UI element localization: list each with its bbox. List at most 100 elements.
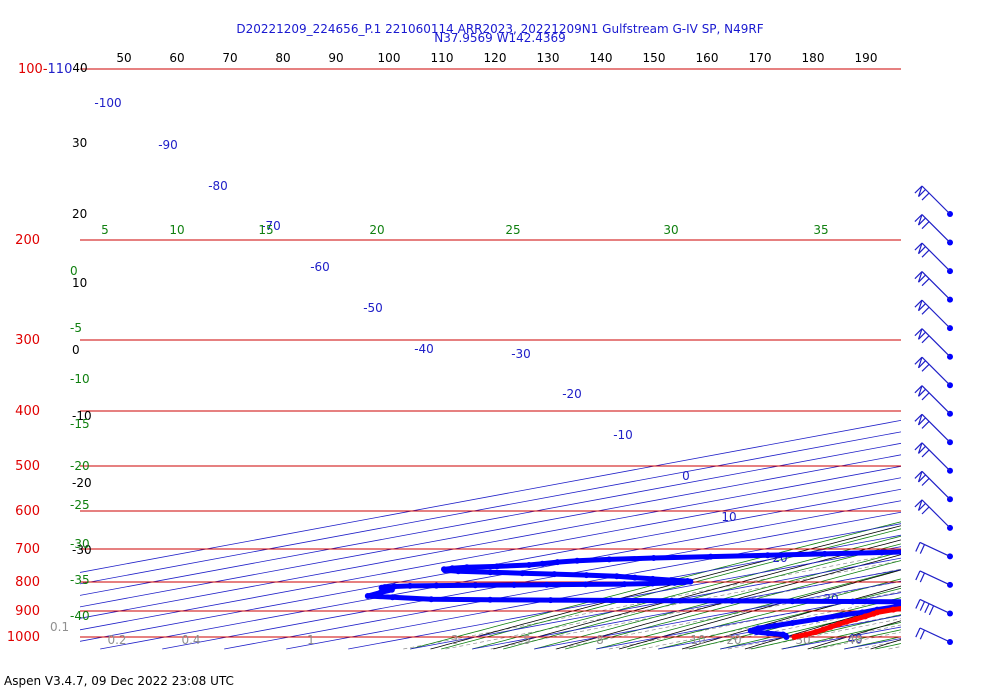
- dewpoint-point: [511, 582, 518, 588]
- dewpoint-point: [764, 552, 771, 559]
- dewpoint-point: [554, 559, 561, 566]
- wind-barb: [914, 442, 953, 474]
- moist-adiabat-label: 35: [813, 223, 828, 237]
- isotherm-label: -90: [158, 138, 178, 152]
- dewpoint-point: [849, 598, 856, 605]
- moist-adiabat-line: [875, 643, 901, 650]
- isotherm-label: -50: [363, 301, 383, 315]
- dewpoint-point: [789, 620, 796, 626]
- theta-left-label: 10: [72, 276, 87, 290]
- moist-adiabat-label: 20: [369, 223, 384, 237]
- wind-barb: [914, 214, 953, 246]
- dewpoint-point: [543, 581, 550, 588]
- mixing-ratio-line: [608, 591, 901, 650]
- theta-label: 130: [537, 51, 560, 65]
- dewpoint-point: [463, 564, 470, 571]
- moist-adiabat-label: -25: [70, 498, 90, 512]
- dewpoint-point: [519, 570, 526, 577]
- dewpoint-point: [728, 597, 735, 604]
- theta-label: 180: [802, 51, 825, 65]
- moist-adiabat-label: 10: [169, 223, 184, 237]
- moist-adiabat-line: [906, 169, 1000, 649]
- theta-label: 170: [749, 51, 772, 65]
- temperature-point: [843, 618, 850, 625]
- theta-label: 70: [222, 51, 237, 65]
- mixing-ratio-line: [641, 597, 901, 650]
- wind-barb: [914, 385, 953, 417]
- isotherm-line: [906, 56, 1000, 649]
- wind-barb: [914, 413, 953, 446]
- theta-label: 100: [378, 51, 401, 65]
- dewpoint-point: [547, 597, 554, 604]
- chart-title: D20221209_224656_P.1 221060114 ARR2023, …: [236, 22, 763, 36]
- mixing-ratio-label: 20: [726, 633, 741, 647]
- isotherm-label: 10: [721, 510, 736, 524]
- theta-left-label: -10: [72, 409, 92, 423]
- dewpoint-point: [649, 575, 656, 582]
- mixing-ratio-label: 0.1: [50, 620, 69, 634]
- isotherm-line: [80, 431, 901, 585]
- dewpoint-point: [389, 594, 396, 601]
- dewpoint-point: [621, 581, 628, 588]
- moist-adiabat-label: 30: [663, 223, 678, 237]
- theta-label: 90: [328, 51, 343, 65]
- theta-left-label: 30: [72, 136, 87, 150]
- dewpoint-point: [455, 568, 462, 575]
- dewpoint-point: [377, 589, 384, 596]
- dry-adiabat-line: [430, 525, 901, 650]
- pressure-label: 1000: [7, 630, 40, 645]
- dewpoint-point: [526, 562, 532, 568]
- wind-barbs: [914, 185, 953, 645]
- dewpoint-point: [494, 563, 500, 570]
- dewpoint-point: [649, 580, 656, 587]
- dewpoint-point: [608, 597, 614, 604]
- mixing-ratio-label: 0.4: [181, 633, 200, 647]
- wind-barb: [914, 185, 953, 217]
- theta-left-label: -20: [72, 476, 92, 490]
- moist-adiabat-line: [503, 543, 901, 650]
- isotherm-line: [968, 56, 1000, 649]
- wind-barb: [914, 356, 953, 389]
- dewpoint-point: [755, 625, 762, 632]
- wind-barb: [915, 627, 953, 645]
- mixing-ratio-label: 0.2: [107, 633, 126, 647]
- dry-adiabat-line: [493, 539, 901, 650]
- dewpoint-point: [772, 622, 779, 629]
- isotherm-line: [720, 615, 901, 650]
- dewpoint-point: [472, 582, 479, 589]
- isotherm-line: [224, 523, 901, 650]
- dry-adiabat-line: [996, 56, 1000, 649]
- temperature-point: [852, 616, 859, 623]
- moist-adiabat-line: [565, 560, 901, 650]
- dewpoint-point: [780, 631, 787, 638]
- dry-adiabat-line: [618, 569, 901, 650]
- wind-barb: [915, 570, 953, 588]
- mixing-ratio-label: 1: [307, 633, 315, 647]
- footer-version-timestamp: Aspen V3.4.7, 09 Dec 2022 23:08 UTC: [4, 674, 234, 688]
- dewpoint-point: [765, 630, 772, 637]
- pressure-label: 600: [15, 504, 40, 519]
- pressure-label: 300: [15, 333, 40, 348]
- dewpoint-point: [433, 582, 440, 589]
- moist-adiabat-label: 5: [101, 223, 109, 237]
- theta-label: 120: [484, 51, 507, 65]
- theta-label: 40: [72, 61, 87, 75]
- moist-adiabat-label: -35: [70, 573, 90, 587]
- dewpoint-point: [813, 616, 820, 623]
- isotherm-label: -80: [208, 179, 228, 193]
- temperature-point: [862, 613, 869, 620]
- pressure-label: 100-110: [18, 62, 72, 77]
- dewpoint-point: [904, 599, 910, 605]
- isotherm-line: [80, 442, 901, 596]
- isotherm-line: [100, 500, 901, 650]
- isotherm-label: -10: [613, 428, 633, 442]
- mixing-ratio-label: 5: [523, 633, 531, 647]
- temperature-point: [958, 597, 964, 603]
- chart-location: N37.9569 W142.4369: [434, 31, 566, 45]
- wind-barb: [914, 242, 953, 275]
- theta-label: 50: [116, 51, 131, 65]
- pressure-label: 500: [15, 459, 40, 474]
- moist-adiabat-label: -40: [70, 609, 90, 623]
